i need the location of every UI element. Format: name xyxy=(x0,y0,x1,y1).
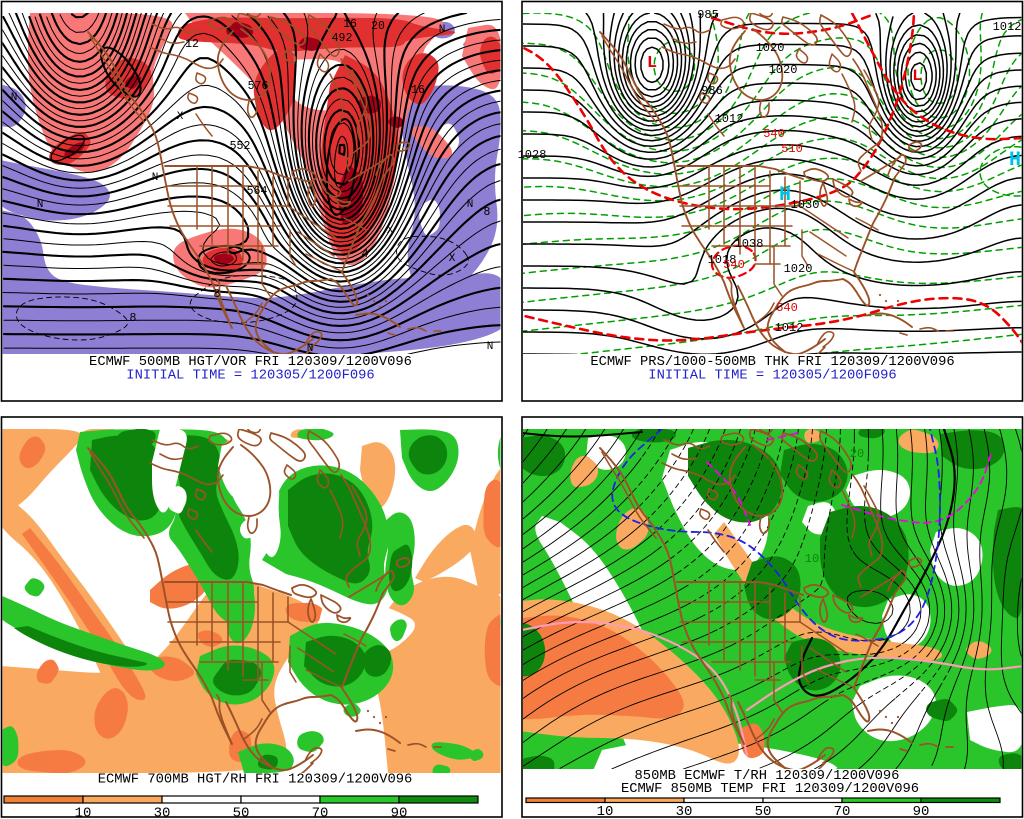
svg-text:10: 10 xyxy=(75,806,92,819)
svg-text:X: X xyxy=(449,253,456,265)
svg-text:492: 492 xyxy=(332,32,353,45)
svg-text:540: 540 xyxy=(763,127,785,141)
svg-text:1020: 1020 xyxy=(769,63,798,77)
svg-text:30: 30 xyxy=(154,806,171,819)
svg-text:10: 10 xyxy=(757,457,771,471)
svg-text:510: 510 xyxy=(781,142,803,156)
svg-text:X: X xyxy=(387,225,394,237)
svg-text:N: N xyxy=(37,199,44,211)
svg-text:N: N xyxy=(467,199,474,211)
svg-text:1020: 1020 xyxy=(784,262,813,276)
svg-text:1012: 1012 xyxy=(993,20,1022,34)
svg-text:1030: 1030 xyxy=(791,198,820,212)
svg-text:8: 8 xyxy=(214,288,221,301)
svg-text:H: H xyxy=(1009,149,1021,172)
svg-text:850MB ECMWF T/RH 120309/1200V0: 850MB ECMWF T/RH 120309/1200V096 xyxy=(635,768,900,784)
svg-text:8: 8 xyxy=(130,312,137,325)
svg-text:70: 70 xyxy=(834,804,851,819)
svg-text:N: N xyxy=(439,24,446,36)
svg-text:N: N xyxy=(307,343,314,355)
svg-text:8: 8 xyxy=(484,206,491,219)
svg-text:L: L xyxy=(647,54,657,73)
svg-text:N: N xyxy=(487,341,494,353)
svg-text:1020: 1020 xyxy=(756,41,785,55)
svg-text:ECMWF 850MB TEMP FRI 120309/12: ECMWF 850MB TEMP FRI 120309/1200V096 xyxy=(621,781,919,797)
svg-text:X: X xyxy=(177,111,184,123)
svg-text:16: 16 xyxy=(343,18,357,31)
svg-text:L: L xyxy=(912,67,922,85)
svg-text:1012: 1012 xyxy=(715,112,744,126)
svg-text:70: 70 xyxy=(312,806,329,819)
svg-text:N: N xyxy=(152,172,159,184)
svg-text:90: 90 xyxy=(391,806,408,819)
svg-text:540: 540 xyxy=(723,258,745,272)
svg-text:986: 986 xyxy=(701,84,723,98)
svg-text:ECMWF PRS/1000-500MB THK FRI 1: ECMWF PRS/1000-500MB THK FRI 120309/1200… xyxy=(590,354,954,370)
svg-text:576: 576 xyxy=(248,80,269,93)
svg-text:90: 90 xyxy=(913,804,930,819)
svg-text:985: 985 xyxy=(697,8,719,22)
svg-text:20: 20 xyxy=(850,447,864,461)
svg-text:N: N xyxy=(11,92,18,104)
svg-text:552: 552 xyxy=(230,140,251,153)
svg-text:1038: 1038 xyxy=(735,237,764,251)
svg-text:ECMWF 700MB HGT/RH FRI 120309/: ECMWF 700MB HGT/RH FRI 120309/1200V096 xyxy=(98,772,413,788)
svg-text:1028: 1028 xyxy=(518,148,547,162)
svg-text:1018: 1018 xyxy=(708,253,737,267)
svg-text:12: 12 xyxy=(185,38,199,51)
svg-text:20: 20 xyxy=(371,20,385,33)
svg-text:50: 50 xyxy=(233,806,250,819)
svg-text:10: 10 xyxy=(805,552,819,566)
svg-text:540: 540 xyxy=(776,301,798,315)
svg-text:10: 10 xyxy=(597,804,614,819)
svg-text:INITIAL TIME = 120305/1200F096: INITIAL TIME = 120305/1200F096 xyxy=(648,368,896,384)
svg-text:50: 50 xyxy=(755,804,772,819)
svg-text:564: 564 xyxy=(247,185,268,198)
svg-text:4: 4 xyxy=(362,248,369,261)
svg-text:16: 16 xyxy=(411,84,425,97)
svg-text:INITIAL TIME = 120305/1200F096: INITIAL TIME = 120305/1200F096 xyxy=(126,368,374,384)
svg-text:ECMWF 500MB HGT/VOR FRI 120309: ECMWF 500MB HGT/VOR FRI 120309/1200V096 xyxy=(89,354,412,370)
svg-text:1012: 1012 xyxy=(775,321,804,335)
svg-text:30: 30 xyxy=(676,804,693,819)
svg-text:H: H xyxy=(779,184,791,207)
